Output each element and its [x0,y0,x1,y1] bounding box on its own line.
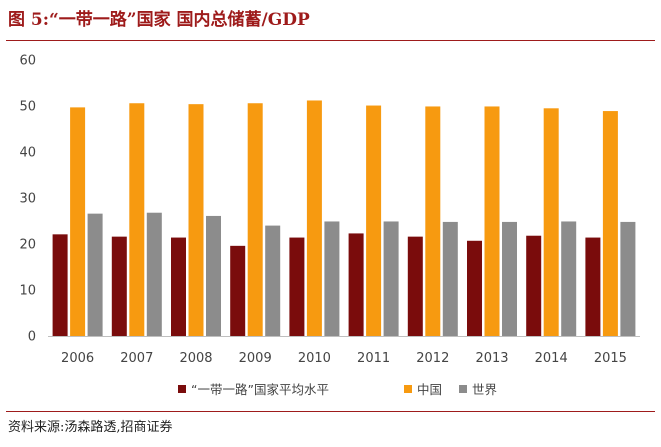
bar-china-2012 [425,106,441,337]
bar-world-2014 [561,221,577,336]
y-tick-label: 60 [19,54,36,69]
bar-world-2012 [442,221,458,336]
legend-swatch-world [459,385,467,393]
x-tick-label: 2007 [120,351,153,366]
bar-belt-road-2010 [289,237,305,336]
bar-china-2013 [484,106,500,337]
bar-belt-road-2013 [467,240,482,336]
source-divider [6,411,655,412]
legend-label-world: 世界 [472,382,498,397]
bar-china-2010 [306,100,322,336]
y-axis: 0 10 20 30 40 50 60 [19,54,36,345]
bar-world-2015 [620,221,636,336]
x-tick-label: 2012 [416,351,449,366]
legend-swatch-china [404,385,412,393]
legend-label-china: 中国 [417,382,442,397]
bar-world-2013 [502,221,517,336]
bar-world-2009 [265,225,281,336]
y-tick-label: 0 [28,330,36,345]
bar-china-2015 [602,111,618,336]
bar-belt-road-2009 [230,245,246,336]
bar-china-2009 [247,103,263,337]
bar-world-2011 [383,221,399,336]
y-tick-label: 30 [19,192,36,207]
title-divider [6,40,655,41]
x-tick-label: 2006 [61,351,94,366]
bar-world-2010 [324,221,340,336]
y-tick-label: 50 [19,100,36,115]
bar-world-2008 [206,215,221,336]
legend-swatch-belt-road [178,385,186,393]
bar-world-2007 [146,212,162,336]
x-tick-label: 2009 [239,351,272,366]
bar-belt-road-2006 [52,234,68,336]
x-tick-label: 2014 [535,351,568,366]
y-tick-label: 20 [19,238,36,253]
figure-title: 图 5:“一带一路”国家 国内总储蓄/GDP [8,10,310,30]
legend: “一带一路”国家平均水平 中国 世界 [178,382,498,397]
bar-china-2014 [543,108,559,336]
x-tick-label: 2010 [298,351,331,366]
bar-china-2007 [129,103,145,337]
x-tick-label: 2013 [475,351,508,366]
y-tick-label: 40 [19,146,36,161]
bar-belt-road-2011 [348,233,364,336]
x-axis: 2006 2007 2008 2009 2010 2011 2012 2013 2014 2015 [48,336,640,366]
bars [52,100,636,337]
x-tick-label: 2015 [594,351,627,366]
x-tick-label: 2008 [179,351,212,366]
bar-china-2008 [188,104,204,336]
x-tick-label: 2011 [357,351,390,366]
bar-china-2011 [366,105,382,336]
bar-belt-road-2012 [407,236,423,336]
bar-belt-road-2008 [171,237,186,336]
bar-belt-road-2015 [585,237,601,336]
legend-label-belt-road: “一带一路”国家平均水平 [191,382,329,397]
bar-china-2006 [70,107,86,336]
bar-belt-road-2014 [526,235,542,336]
bar-belt-road-2007 [111,236,127,336]
y-tick-label: 10 [19,284,36,299]
source-note: 资料来源:汤森路透,招商证券 [8,420,173,435]
bar-world-2006 [87,213,103,336]
